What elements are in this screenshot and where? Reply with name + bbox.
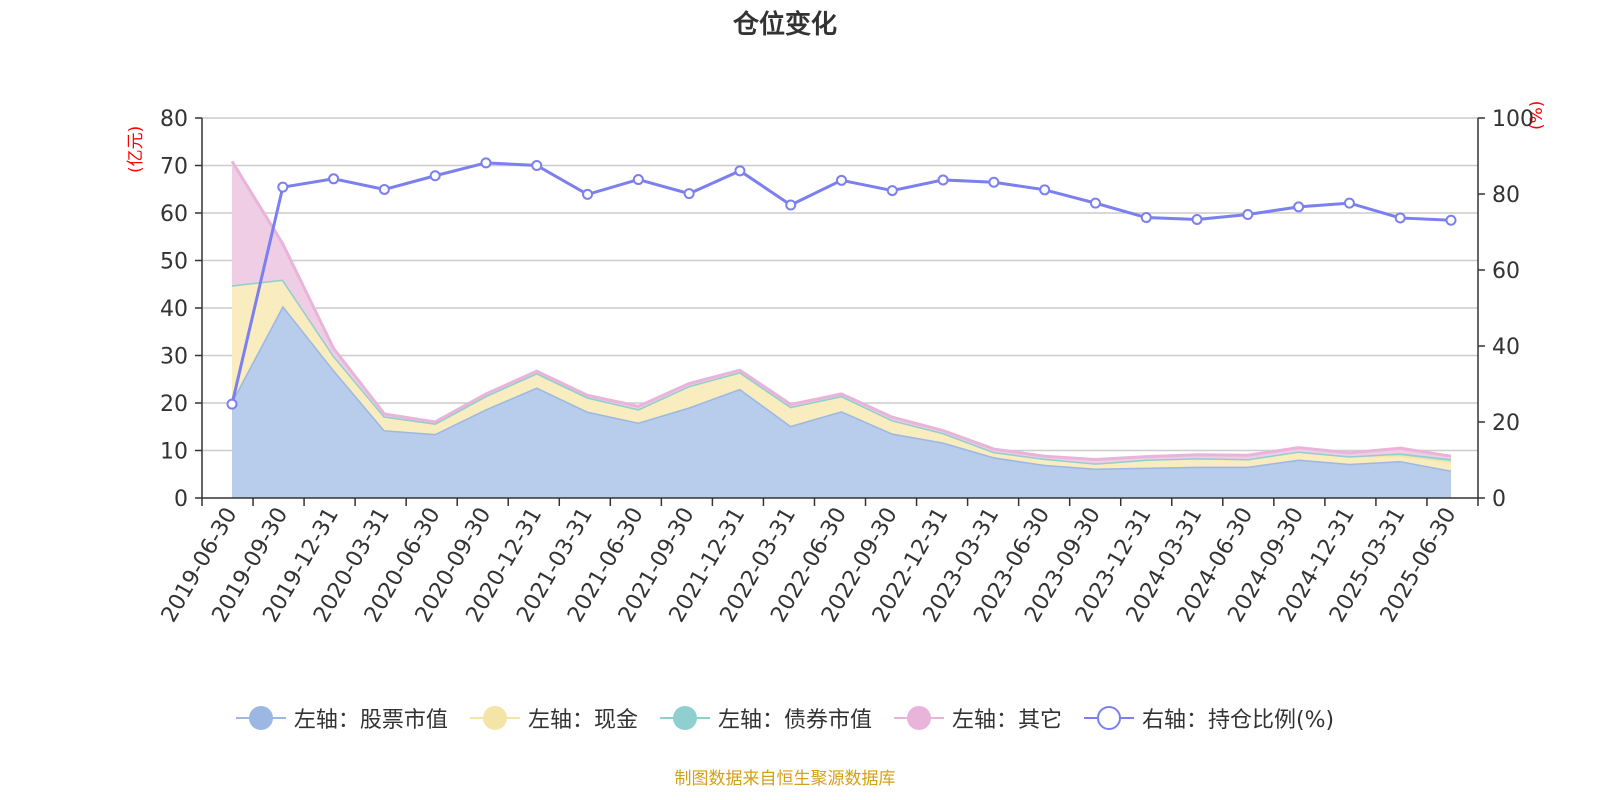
left-tick-label: 0 xyxy=(174,487,188,512)
left-tick-label: 70 xyxy=(160,155,188,180)
legend-item[interactable]: 左轴：其它 xyxy=(893,702,1062,734)
ratio-point xyxy=(988,176,1000,188)
ratio-line-path xyxy=(230,161,1452,405)
legend-label: 左轴：债券市值 xyxy=(717,708,872,733)
ratio-point xyxy=(531,160,543,171)
ratio-point xyxy=(1343,197,1355,209)
ratio-point xyxy=(734,165,746,177)
legend-item[interactable]: 右轴：持仓比例(%) xyxy=(1083,702,1335,734)
area-0 xyxy=(232,305,1451,498)
legend-marker-icon xyxy=(1083,703,1134,733)
legend: 左轴：股票市值 左轴：现金 左轴：债券市值 左轴：其它 右轴：持仓比例(%) xyxy=(0,702,1570,734)
right-tick-label: 60 xyxy=(1492,259,1520,284)
right-tick-label: 100 xyxy=(1492,107,1534,132)
ratio-point xyxy=(886,185,898,197)
legend-label: 左轴：股票市值 xyxy=(293,708,448,733)
left-tick-label: 40 xyxy=(160,297,188,322)
left-tick-label: 50 xyxy=(160,250,188,275)
area-edge-3 xyxy=(230,160,1452,462)
ratio-point xyxy=(1242,209,1254,221)
ratio-point xyxy=(683,188,695,200)
legend-label: 右轴：持仓比例(%) xyxy=(1141,708,1335,733)
ratio-point xyxy=(1445,214,1457,226)
ratio-point xyxy=(328,173,340,185)
legend-marker-icon xyxy=(235,703,286,733)
ratio-point xyxy=(1140,212,1152,224)
right-tick-label: 20 xyxy=(1492,411,1520,436)
ratio-point xyxy=(582,188,594,200)
chart-title: 仓位变化 xyxy=(732,10,837,40)
legend-label: 左轴：现金 xyxy=(527,708,638,733)
legend-marker-icon xyxy=(893,703,944,733)
ratio-point xyxy=(1039,184,1051,196)
left-tick-label: 60 xyxy=(160,202,188,227)
ratio-point xyxy=(429,170,441,182)
ratio-line xyxy=(226,157,1457,410)
ratio-point xyxy=(1293,201,1305,213)
legend-marker-icon xyxy=(469,703,520,733)
ratio-point xyxy=(632,174,644,186)
ratio-point xyxy=(836,174,847,186)
left-tick-label: 30 xyxy=(160,345,188,370)
legend-marker-icon xyxy=(659,703,710,733)
ratio-point xyxy=(277,181,289,193)
legend-label: 左轴：其它 xyxy=(951,708,1062,733)
ratio-point xyxy=(1089,197,1101,209)
ratio-point xyxy=(1394,212,1406,224)
right-tick-label: 80 xyxy=(1492,183,1520,208)
left-tick-label: 80 xyxy=(160,107,188,132)
data-source-note: 制图数据来自恒生聚源数据库 xyxy=(674,769,896,789)
ratio-point xyxy=(480,157,492,169)
ratio-point xyxy=(226,398,238,410)
stacked-areas xyxy=(230,160,1452,498)
left-tick-label: 10 xyxy=(160,440,188,465)
right-tick-label: 40 xyxy=(1492,335,1520,360)
ratio-point xyxy=(378,183,390,195)
ratio-point xyxy=(1191,213,1203,225)
ratio-point xyxy=(785,199,797,211)
legend-item[interactable]: 左轴：债券市值 xyxy=(659,702,872,734)
legend-item[interactable]: 左轴：股票市值 xyxy=(235,702,448,734)
left-tick-label: 20 xyxy=(160,392,188,417)
right-tick-label: 0 xyxy=(1492,487,1506,512)
legend-item[interactable]: 左轴：现金 xyxy=(469,702,638,734)
ratio-point xyxy=(937,174,949,186)
